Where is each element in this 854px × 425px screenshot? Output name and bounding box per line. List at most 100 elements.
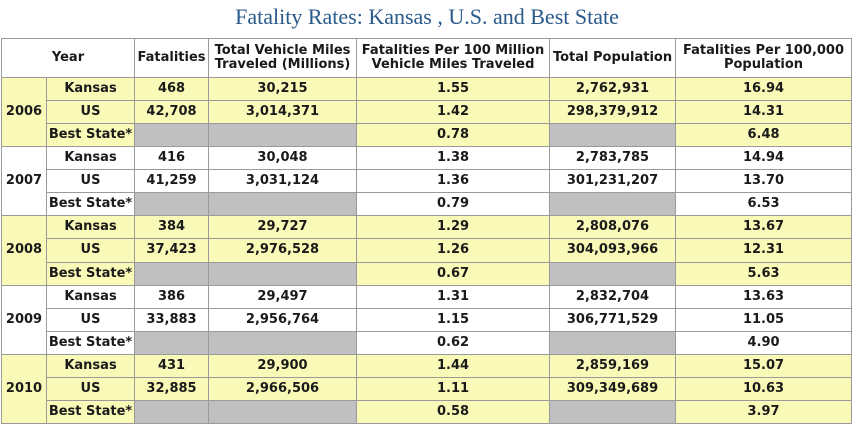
table-row: 2006 Kansas 468 30,215 1.55 2,762,931 16… bbox=[1, 76, 853, 148]
empty-cell bbox=[549, 123, 677, 148]
fatalities-cell: 431 bbox=[134, 353, 210, 378]
header-year: Year bbox=[0, 38, 136, 78]
rate-vmt-cell: 1.38 bbox=[356, 146, 551, 171]
table-row: 2007 Kansas 416 30,048 1.38 2,783,785 14… bbox=[1, 146, 853, 217]
header-row: Year Fatalities Total Vehicle Miles Trav… bbox=[0, 38, 853, 78]
vmt-cell: 29,900 bbox=[208, 353, 358, 378]
fatalities-cell: 42,708 bbox=[134, 100, 210, 125]
row-label: Kansas bbox=[45, 353, 136, 378]
rate-pop-cell: 6.53 bbox=[675, 192, 853, 217]
page-title: Fatality Rates: Kansas , U.S. and Best S… bbox=[235, 4, 619, 29]
rate-vmt-cell: 1.42 bbox=[356, 100, 551, 125]
empty-cell bbox=[134, 192, 210, 217]
rate-pop-cell: 12.31 bbox=[675, 238, 853, 263]
empty-cell bbox=[549, 330, 677, 355]
vmt-cell: 2,966,506 bbox=[208, 376, 358, 401]
rate-vmt-cell: 1.36 bbox=[356, 169, 551, 194]
population-cell: 309,349,689 bbox=[549, 376, 677, 401]
vmt-cell: 30,215 bbox=[208, 76, 358, 102]
rate-vmt-cell: 0.58 bbox=[356, 399, 551, 425]
empty-cell bbox=[134, 261, 210, 286]
rate-pop-cell: 14.94 bbox=[675, 146, 853, 171]
empty-cell bbox=[208, 192, 358, 217]
year-cell: 2010 bbox=[1, 353, 47, 425]
row-label: Kansas bbox=[45, 215, 136, 240]
population-cell: 304,093,966 bbox=[549, 238, 677, 263]
row-label: Kansas bbox=[45, 146, 136, 171]
header-rate-vmt-line1: Fatalities Per 100 Million bbox=[361, 43, 545, 58]
population-cell: 301,231,207 bbox=[549, 169, 677, 194]
empty-cell bbox=[208, 123, 358, 148]
empty-cell bbox=[134, 330, 210, 355]
vmt-cell: 3,014,371 bbox=[208, 100, 358, 125]
empty-cell bbox=[134, 399, 210, 425]
rate-vmt-cell: 0.62 bbox=[356, 330, 551, 355]
table-row: Best State* 0.58 3.97 bbox=[2, 399, 853, 425]
population-cell: 2,832,704 bbox=[549, 284, 677, 309]
rate-vmt-cell: 1.26 bbox=[356, 238, 551, 263]
table-row: US 37,423 2,976,528 1.26 304,093,966 12.… bbox=[2, 238, 853, 263]
fatalities-cell: 41,259 bbox=[134, 169, 210, 194]
rate-pop-cell: 6.48 bbox=[675, 123, 853, 148]
rate-pop-cell: 16.94 bbox=[675, 76, 853, 102]
table-row: US 33,883 2,956,764 1.15 306,771,529 11.… bbox=[2, 307, 853, 332]
year-cell: 2006 bbox=[1, 76, 47, 148]
row-label: Kansas bbox=[45, 284, 136, 309]
rate-vmt-cell: 1.44 bbox=[356, 353, 551, 378]
row-label: US bbox=[45, 100, 136, 125]
empty-cell bbox=[208, 399, 358, 425]
row-label: US bbox=[45, 169, 136, 194]
rate-vmt-cell: 1.29 bbox=[356, 215, 551, 240]
fatalities-cell: 32,885 bbox=[134, 376, 210, 401]
rate-pop-cell: 13.70 bbox=[675, 169, 853, 194]
rate-vmt-cell: 1.55 bbox=[356, 76, 551, 102]
row-label: US bbox=[45, 376, 136, 401]
fatalities-cell: 416 bbox=[134, 146, 210, 171]
fatalities-cell: 33,883 bbox=[134, 307, 210, 332]
row-label: Best State* bbox=[45, 261, 136, 286]
header-rate-vmt-line2: Vehicle Miles Traveled bbox=[371, 57, 535, 72]
year-cell: 2007 bbox=[1, 146, 47, 217]
header-vmt-line1: Total Vehicle Miles bbox=[214, 43, 351, 58]
header-rate-pop-line1: Fatalities Per 100,000 bbox=[682, 43, 845, 58]
population-cell: 306,771,529 bbox=[549, 307, 677, 332]
table-row: Best State* 0.78 6.48 bbox=[2, 123, 853, 148]
table-row: US 41,259 3,031,124 1.36 301,231,207 13.… bbox=[2, 169, 853, 194]
fatality-rates-table: Year Fatalities Total Vehicle Miles Trav… bbox=[0, 38, 853, 425]
row-label: US bbox=[45, 307, 136, 332]
empty-cell bbox=[208, 261, 358, 286]
rate-pop-cell: 11.05 bbox=[675, 307, 853, 332]
population-cell: 2,762,931 bbox=[549, 76, 677, 102]
row-label: Best State* bbox=[45, 123, 136, 148]
rate-pop-cell: 10.63 bbox=[675, 376, 853, 401]
header-rate-pop: Fatalities Per 100,000 Population bbox=[675, 38, 853, 78]
rate-vmt-cell: 0.67 bbox=[356, 261, 551, 286]
empty-cell bbox=[549, 399, 677, 425]
row-label: Best State* bbox=[45, 192, 136, 217]
fatalities-cell: 37,423 bbox=[134, 238, 210, 263]
table-row: Best State* 0.79 6.53 bbox=[2, 192, 853, 217]
vmt-cell: 30,048 bbox=[208, 146, 358, 171]
table-row: 2008 Kansas 384 29,727 1.29 2,808,076 13… bbox=[1, 215, 853, 286]
population-cell: 2,859,169 bbox=[549, 353, 677, 378]
year-cell: 2008 bbox=[1, 215, 47, 286]
table-row: Best State* 0.67 5.63 bbox=[2, 261, 853, 286]
vmt-cell: 29,727 bbox=[208, 215, 358, 240]
header-rate-vmt: Fatalities Per 100 Million Vehicle Miles… bbox=[356, 38, 551, 78]
header-vmt: Total Vehicle Miles Traveled (Millions) bbox=[208, 38, 358, 78]
rate-pop-cell: 3.97 bbox=[675, 399, 853, 425]
fatalities-cell: 386 bbox=[134, 284, 210, 309]
rate-pop-cell: 14.31 bbox=[675, 100, 853, 125]
table-row: 2010 Kansas 431 29,900 1.44 2,859,169 15… bbox=[1, 353, 853, 425]
rate-vmt-cell: 0.79 bbox=[356, 192, 551, 217]
header-vmt-line2: Traveled (Millions) bbox=[214, 57, 351, 72]
fatalities-cell: 384 bbox=[134, 215, 210, 240]
table-row: Best State* 0.62 4.90 bbox=[2, 330, 853, 355]
rate-vmt-cell: 1.31 bbox=[356, 284, 551, 309]
empty-cell bbox=[549, 192, 677, 217]
year-cell: 2009 bbox=[1, 284, 47, 355]
vmt-cell: 3,031,124 bbox=[208, 169, 358, 194]
header-fatalities: Fatalities bbox=[134, 38, 210, 78]
empty-cell bbox=[134, 123, 210, 148]
table-row: US 32,885 2,966,506 1.11 309,349,689 10.… bbox=[2, 376, 853, 401]
